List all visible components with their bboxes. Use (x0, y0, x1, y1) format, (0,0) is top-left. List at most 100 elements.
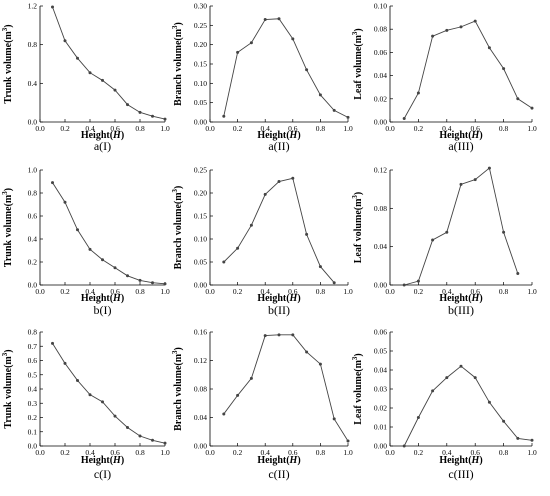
series-line (403, 20, 533, 119)
x-tick-label: 0.4 (85, 448, 95, 457)
chart-panel: 0.00 0.04 0.08 0.12 0.0 0.2 0.4 0.6 0.8 1.0 Leaf v… (351, 166, 537, 318)
x-tick-label: 0.4 (261, 124, 271, 133)
chart-panel: 0.00 0.05 0.10 0.15 0.20 0.25 0.30 0.0 0.2 0.4 0.6… (171, 2, 353, 154)
x-tick-label: 0.0 (205, 124, 215, 133)
data-point (113, 414, 117, 418)
data-point (431, 238, 435, 242)
chart-panel: 0.00 0.01 0.02 0.03 0.04 0.05 0.06 0.0 0.2 0.4 0.6… (351, 328, 537, 482)
data-point (277, 17, 281, 21)
y-tick-label: 0.05 (194, 258, 207, 267)
data-point (51, 5, 54, 9)
series-line (52, 6, 166, 120)
series-line (52, 343, 166, 444)
x-tick-label: 0.2 (233, 124, 243, 133)
y-tick-label: 0.15 (194, 212, 207, 221)
data-point (332, 108, 336, 112)
data-point (222, 412, 226, 416)
x-tick-label: 0.8 (135, 124, 145, 133)
data-point (63, 200, 67, 204)
y-tick-label: 1.2 (28, 2, 38, 11)
data-point (101, 258, 104, 262)
data-point (263, 334, 267, 338)
x-tick-label: 0.6 (288, 124, 298, 133)
data-point (332, 281, 336, 285)
y-tick-label: 0.00 (194, 281, 207, 290)
y-axis-label: Trunk volume(m3) (1, 188, 14, 267)
x-tick-label: 0.6 (288, 448, 298, 457)
series-line (223, 334, 349, 442)
data-point (76, 228, 79, 232)
data-point (516, 436, 520, 440)
chart-panel: 0.0 0.1 0.2 0.3 0.4 0.5 0.6 0.7 0.8 0.0 0.2 0.4 0.6 0… (1, 328, 170, 482)
x-tick-label: 0.8 (316, 287, 326, 296)
y-tick-label: 0.12 (374, 166, 387, 175)
y-tick-label: 0.25 (194, 21, 207, 30)
x-tick-label: 1.0 (527, 448, 537, 457)
x-tick-label: 0.0 (205, 287, 215, 296)
data-point (151, 114, 154, 118)
x-axis-label: Height(H) (257, 455, 300, 466)
data-point (113, 266, 117, 270)
y-tick-label: 0.8 (28, 328, 38, 337)
y-tick-label: 0.2 (28, 413, 38, 422)
subplot-label: a(III) (448, 139, 473, 153)
data-point (487, 400, 491, 404)
y-tick-label: 0.30 (194, 2, 207, 11)
data-point (318, 93, 322, 97)
y-tick-label: 0.08 (374, 25, 387, 34)
y-tick-label: 0.4 (28, 385, 38, 394)
x-tick-label: 0.0 (385, 448, 395, 457)
series-line (223, 18, 349, 118)
data-point (332, 417, 336, 421)
x-tick-label: 0.0 (35, 124, 45, 133)
y-tick-label: 0.8 (28, 189, 38, 198)
data-point (151, 281, 154, 285)
data-point (402, 117, 406, 121)
data-point (51, 181, 54, 185)
y-tick-label: 0.10 (194, 79, 207, 88)
data-point (459, 182, 463, 186)
y-axis-label: Trunk volume(m3) (1, 349, 14, 428)
data-point (445, 376, 449, 380)
x-tick-label: 0.2 (233, 448, 243, 457)
y-tick-label: 0.20 (194, 189, 207, 198)
data-point (263, 192, 267, 196)
y-tick-label: 0.0 (28, 442, 38, 451)
x-tick-label: 1.0 (343, 448, 353, 457)
x-tick-label: 0.6 (110, 287, 120, 296)
data-point (222, 114, 226, 118)
data-point (502, 67, 506, 71)
y-tick-label: 0.6 (28, 356, 38, 365)
data-point (277, 180, 281, 183)
y-tick-label: 0.00 (194, 118, 207, 127)
y-tick-label: 0.1 (28, 427, 38, 436)
data-point (502, 419, 506, 423)
data-point (63, 39, 67, 43)
data-point (431, 34, 435, 38)
y-tick-label: 0.06 (374, 48, 387, 57)
x-axis-label: Height(H) (257, 293, 300, 304)
subplot-label: c(I) (94, 467, 111, 481)
x-tick-label: 0.2 (233, 287, 243, 296)
x-tick-label: 1.0 (160, 124, 170, 133)
y-tick-label: 0.04 (374, 242, 387, 251)
data-point (151, 438, 154, 442)
x-tick-label: 0.2 (60, 124, 70, 133)
series-line (223, 177, 335, 283)
chart-panel: 0.00 0.04 0.08 0.12 0.16 0.0 0.2 0.4 0.6 0.8 1.0 Br… (171, 328, 353, 482)
x-axis-label: Height(H) (81, 130, 124, 141)
data-point (305, 68, 309, 72)
y-tick-label: 0.02 (374, 94, 387, 103)
x-tick-label: 0.4 (261, 287, 271, 296)
x-tick-label: 1.0 (160, 287, 170, 296)
y-tick-label: 0.01 (374, 423, 387, 432)
y-tick-label: 0.0 (28, 281, 38, 290)
data-point (277, 333, 281, 337)
subplot-label: b(I) (94, 303, 112, 317)
y-tick-label: 0.04 (374, 71, 387, 80)
x-tick-label: 0.8 (316, 124, 326, 133)
data-point (291, 333, 295, 337)
y-tick-label: 0.7 (28, 342, 38, 351)
y-tick-label: 0.05 (374, 347, 387, 356)
